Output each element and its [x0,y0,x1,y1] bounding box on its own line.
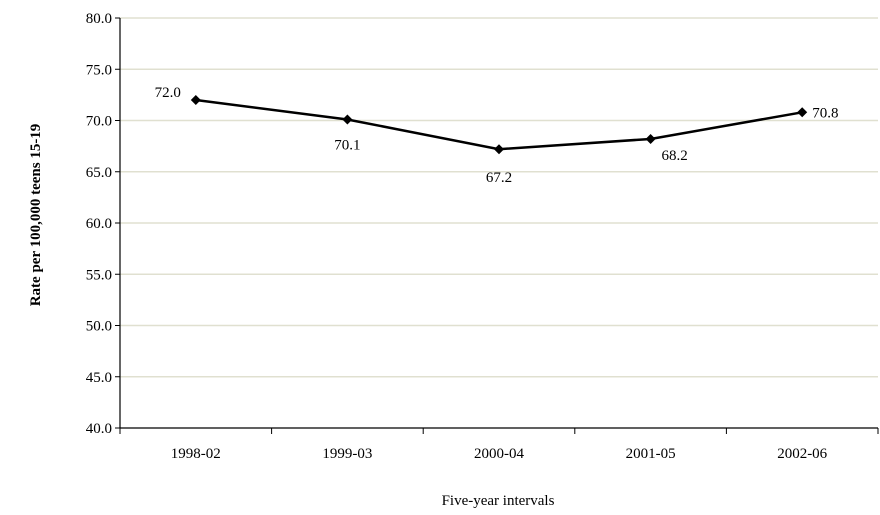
y-tick-label: 75.0 [86,62,112,78]
data-label: 70.8 [812,105,838,121]
data-series: 72.0 70.1 67.2 68.2 70.8 [155,85,839,186]
data-point-marker [494,144,504,155]
x-tick-label: 2002-06 [777,446,827,462]
y-tick-label: 60.0 [86,216,112,232]
data-point-marker [645,133,656,144]
data-label: 68.2 [661,148,687,164]
y-tick-label: 45.0 [86,370,112,386]
gridlines [120,17,878,378]
y-tick-label: 80.0 [86,11,112,27]
x-tick-label: 2000-04 [474,446,524,462]
data-label: 67.2 [486,170,512,186]
x-axis-ticks: 1998-02 1999-03 2000-04 2001-05 2002-06 [119,428,879,462]
series-line [195,98,803,151]
data-label: 72.0 [155,85,181,101]
y-tick-label: 40.0 [86,421,112,437]
y-axis-title: Rate per 100,000 teens 15-19 [28,124,44,307]
data-point-marker [797,107,808,118]
data-label: 70.1 [334,137,360,153]
x-tick-label: 2001-05 [626,446,676,462]
x-axis-title: Five-year intervals [442,493,555,509]
y-tick-label: 55.0 [86,267,112,283]
y-tick-label: 50.0 [86,319,112,335]
data-point-marker [190,95,201,105]
x-tick-label: 1998-02 [171,446,221,462]
y-tick-label: 65.0 [86,165,112,181]
x-tick-label: 1999-03 [322,446,372,462]
y-tick-label: 70.0 [86,114,112,130]
y-axis-ticks: 40.0 45.0 50.0 55.0 60.0 65.0 70.0 75.0 80.0 [86,11,120,437]
data-point-marker [342,114,353,125]
